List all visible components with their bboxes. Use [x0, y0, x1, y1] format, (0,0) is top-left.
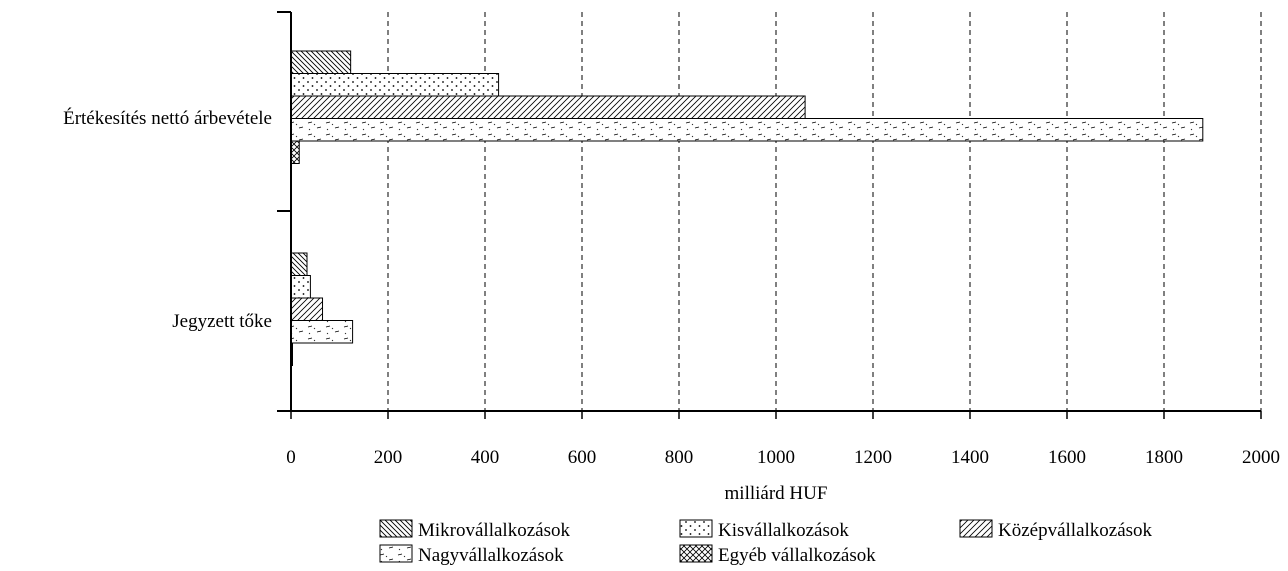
bar	[290, 95, 806, 119]
bar	[290, 252, 308, 276]
x-tick-label: 1200	[854, 447, 892, 468]
legend-swatch	[679, 519, 713, 538]
legend-label: Nagyvállalkozások	[418, 545, 564, 566]
x-axis-label: milliárd HUF	[725, 483, 828, 504]
category-labels: Értékesítés nettó árbevétele Jegyzett tők…	[63, 107, 272, 332]
axes	[277, 11, 1262, 419]
bar	[290, 297, 324, 321]
x-tick-labels: 0 200 400 600 800 1000 1200 1400 1600 1800 2000	[286, 447, 1280, 468]
legend-swatch	[679, 544, 713, 563]
category-label: Értékesítés nettó árbevétele	[63, 107, 272, 129]
x-tick-label: 1800	[1145, 447, 1183, 468]
legend-swatch	[379, 519, 413, 538]
x-tick-label: 2000	[1242, 447, 1280, 468]
bar	[290, 140, 300, 164]
bar	[290, 118, 1204, 142]
x-tick-label: 1000	[757, 447, 795, 468]
x-tick-label: 800	[665, 447, 694, 468]
bar	[290, 73, 500, 97]
bar	[290, 275, 311, 299]
legend-swatch	[379, 544, 413, 563]
x-tick-label: 1400	[951, 447, 989, 468]
x-tick-label: 200	[374, 447, 403, 468]
legend-label: Kisvállalkozások	[718, 520, 849, 541]
x-tick-label: 1600	[1048, 447, 1086, 468]
legend: Mikrovállalkozások Kisvállalkozások Középv…	[379, 519, 1153, 566]
x-tick-label: 400	[471, 447, 500, 468]
legend-label: Mikrovállalkozások	[418, 520, 570, 541]
bar	[290, 320, 354, 344]
legend-label: Középvállalkozások	[998, 520, 1153, 541]
bar	[290, 50, 352, 74]
legend-swatch	[959, 519, 993, 538]
legend-label: Egyéb vállalkozások	[718, 545, 876, 566]
bars	[290, 50, 1204, 366]
grid-lines	[387, 12, 1262, 411]
category-label: Jegyzett tőke	[172, 311, 272, 332]
x-tick-label: 600	[568, 447, 597, 468]
x-tick-label: 0	[286, 447, 296, 468]
